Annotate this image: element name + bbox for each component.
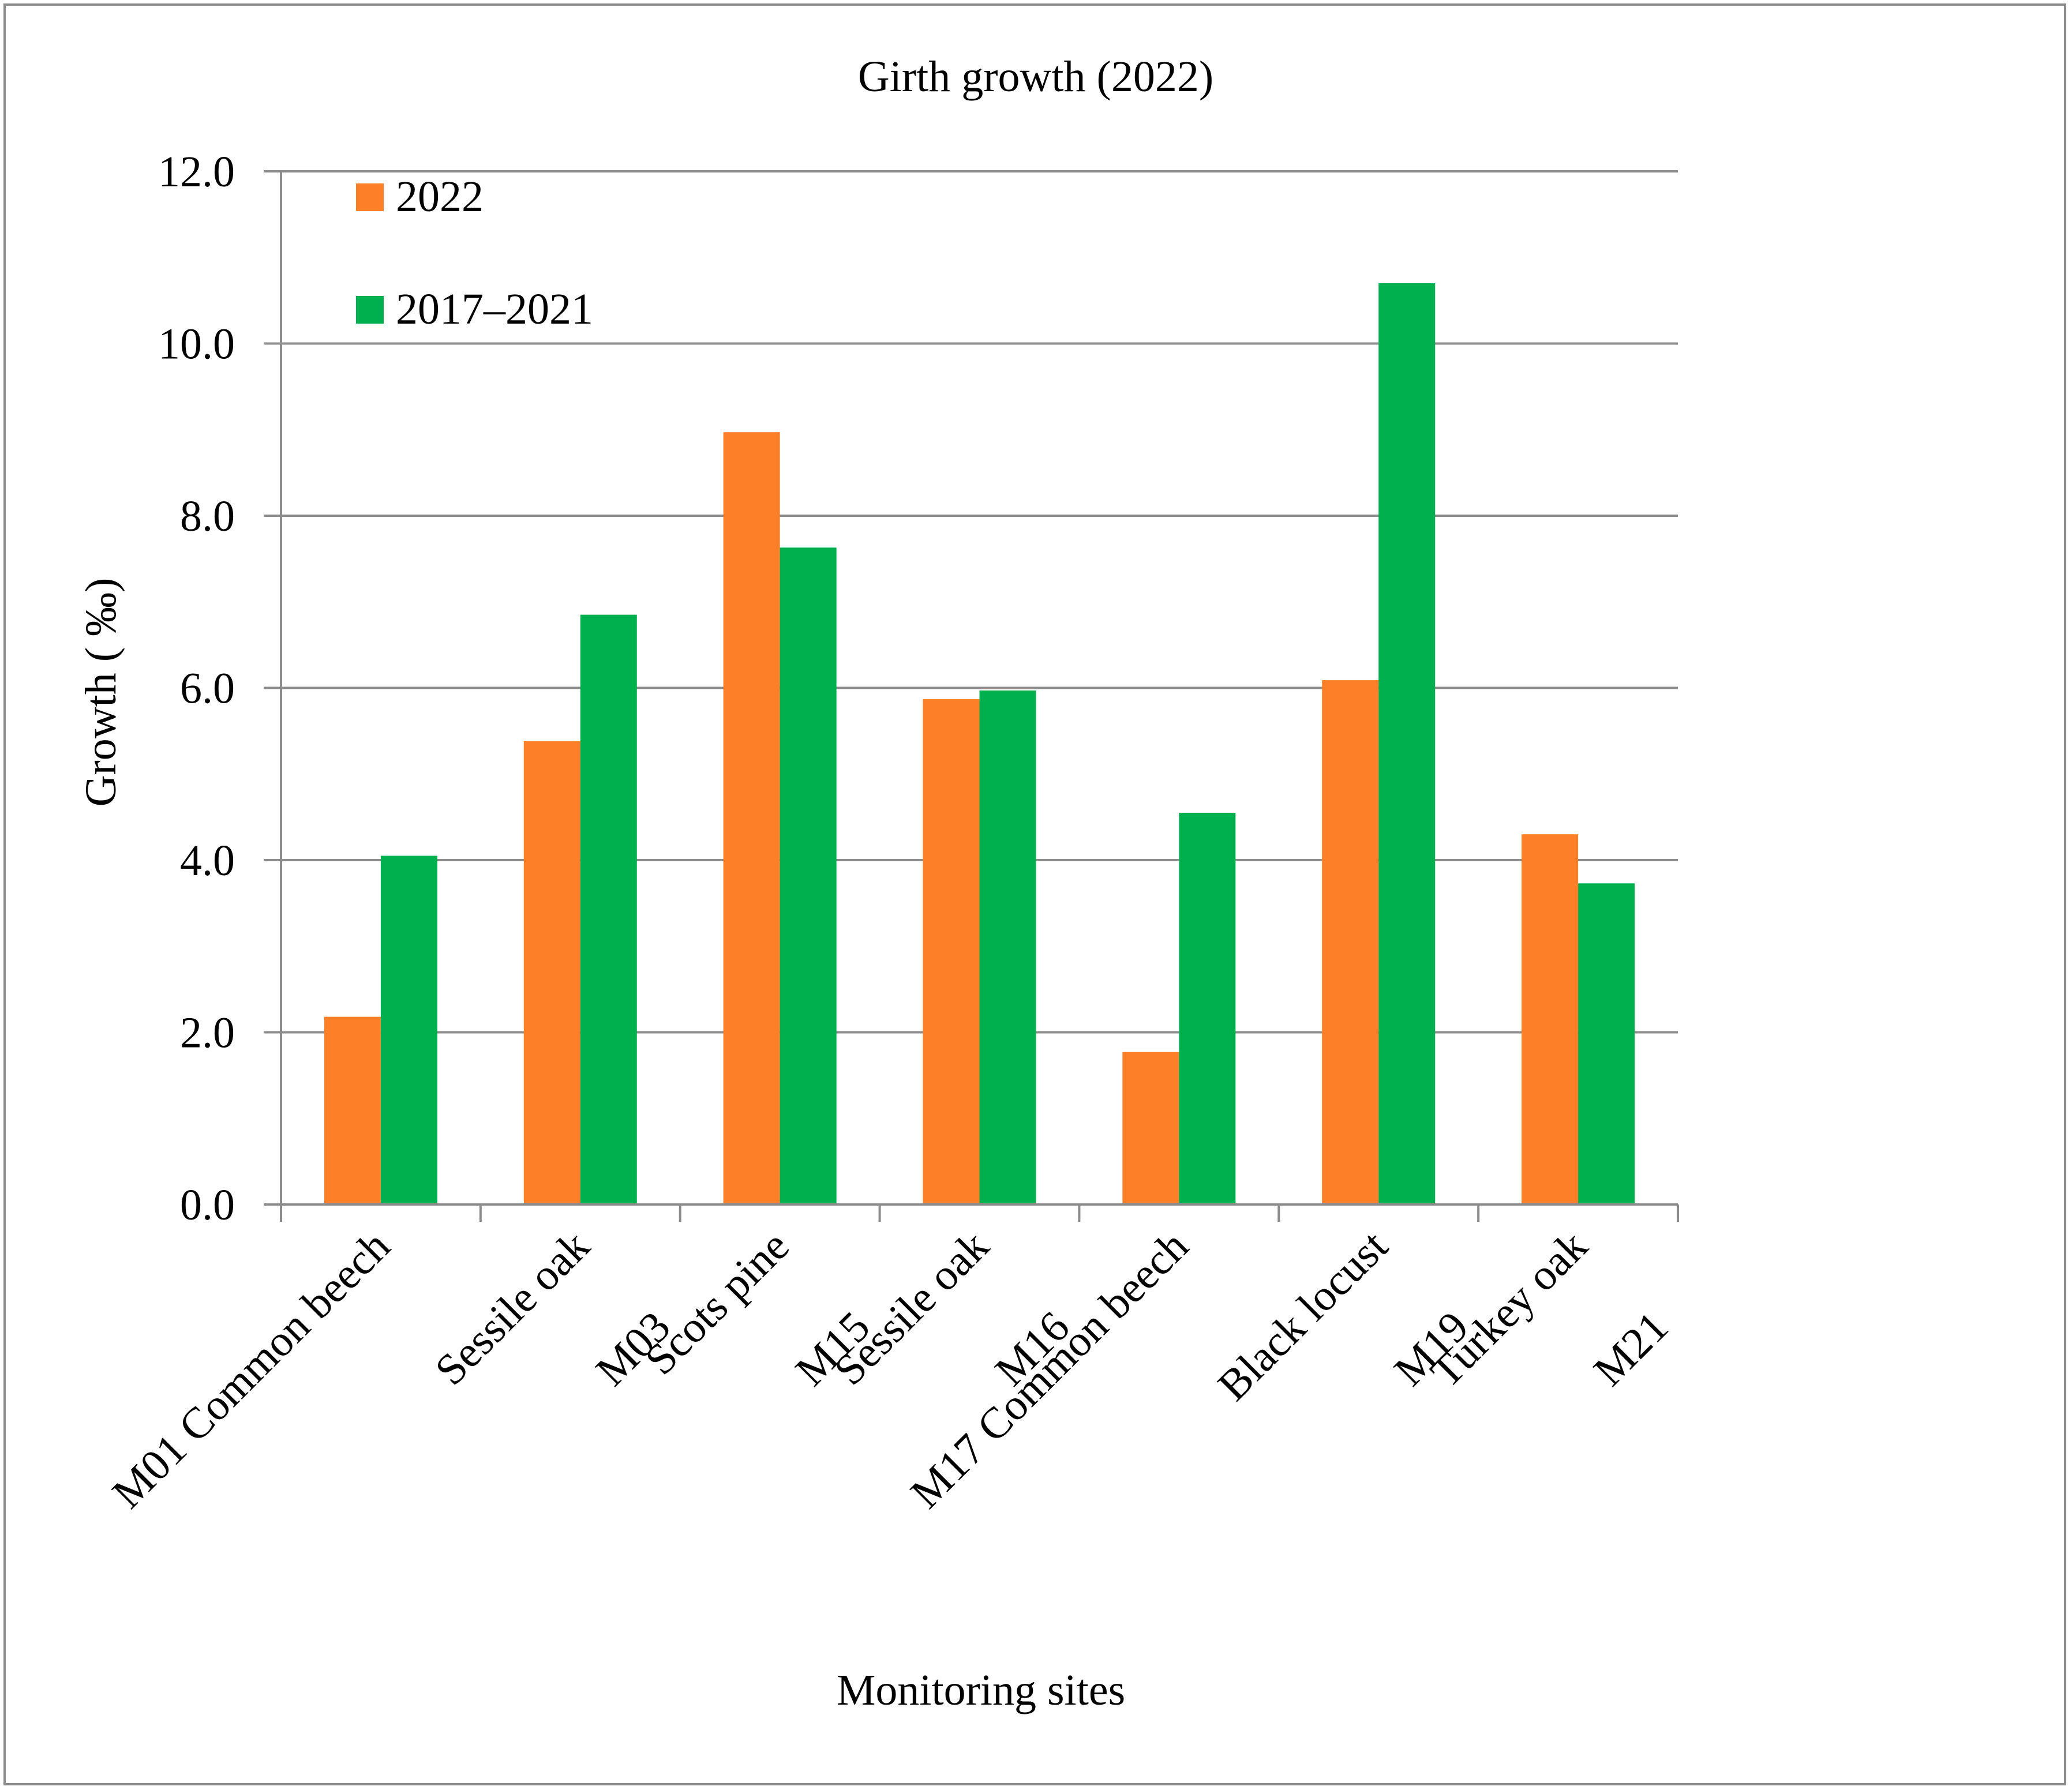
- legend-swatch: [356, 296, 384, 324]
- bar-series-2: [1179, 812, 1236, 1204]
- y-tick-label: 0.0: [180, 1181, 235, 1229]
- bar-series-1: [723, 432, 780, 1204]
- y-tick-label: 12.0: [158, 148, 235, 196]
- y-tick-label: 4.0: [180, 836, 235, 885]
- bar-series-2: [1578, 883, 1635, 1204]
- legend: 2022 2017–2021: [356, 172, 593, 333]
- bar-series-1: [923, 699, 980, 1204]
- bar-series-2: [580, 614, 637, 1204]
- y-tick-label: 10.0: [158, 320, 235, 369]
- legend-label: 2022: [396, 172, 484, 221]
- legend-label: 2017–2021: [396, 285, 593, 333]
- y-tick-label: 8.0: [180, 492, 235, 541]
- chart-title: Girth growth (2022): [858, 52, 1213, 101]
- bar-series-1: [324, 1016, 381, 1204]
- bar-series-2: [780, 547, 837, 1205]
- bar-series-1: [523, 741, 580, 1204]
- x-axis-label: Monitoring sites: [837, 1666, 1125, 1714]
- y-tick-label: 2.0: [180, 1009, 235, 1057]
- bar-series-1: [1522, 834, 1579, 1204]
- y-tick-label: 6.0: [180, 665, 235, 713]
- axes: [264, 170, 1679, 1222]
- bar-series-1: [1122, 1052, 1179, 1204]
- bar-series-1: [1322, 680, 1379, 1204]
- bars: [324, 283, 1635, 1205]
- bar-series-2: [1378, 283, 1436, 1204]
- x-tick-label: M01 Common beech: [103, 1222, 399, 1518]
- x-tick-label: Turkey oakM21: [1421, 1222, 1677, 1478]
- bar-series-2: [380, 855, 437, 1204]
- bar-series-2: [979, 690, 1036, 1204]
- y-tick-labels: 0.0 2.0 4.0 6.0 8.0 10.0 12.0: [158, 148, 235, 1229]
- gridlines: [281, 170, 1678, 1034]
- y-axis-label: Growth ( ‰): [77, 578, 125, 807]
- legend-swatch: [356, 183, 384, 211]
